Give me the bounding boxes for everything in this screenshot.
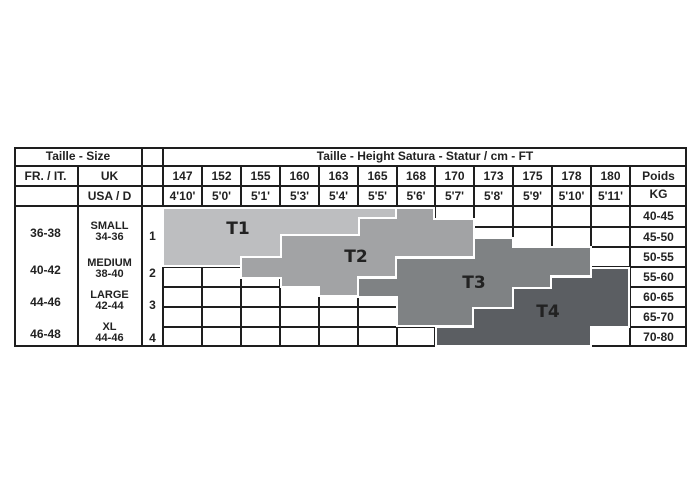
size-number: 1: [149, 228, 156, 243]
weight-unit-header: KG: [649, 186, 668, 201]
size-number: 4: [149, 330, 156, 345]
height-cm-label: 180: [600, 168, 621, 183]
weight-label: 60-65: [643, 289, 674, 304]
fr-it-size: 36-38: [30, 225, 61, 240]
size-title: Taille - Size: [45, 149, 111, 163]
height-ft-label: 5'11': [597, 188, 624, 203]
uk-size-range: 44-46: [95, 331, 124, 344]
height-cm-label: 175: [522, 168, 543, 183]
height-ft-label: 5'5': [367, 188, 388, 203]
zone-label-t2: T2: [344, 247, 367, 267]
height-cm-label: 168: [405, 168, 427, 183]
height-cm-label: 155: [250, 168, 271, 183]
header-line: [14, 205, 687, 207]
uk-size-range: 42-44: [95, 299, 124, 312]
height-cm-label: 173: [483, 168, 504, 183]
height-ft-label: 5'8': [483, 188, 504, 203]
weight-label: 45-50: [643, 229, 674, 244]
height-ft-label: 5'10': [558, 188, 585, 203]
size-number: 3: [149, 297, 156, 312]
height-ft-label: 5'4': [328, 188, 349, 203]
weight-label: 65-70: [643, 309, 674, 324]
height-cm-label: 152: [211, 168, 232, 183]
weight-label: 55-60: [643, 269, 674, 284]
height-ft-label: 5'0': [211, 188, 232, 203]
height-cm-label: 165: [367, 168, 388, 183]
zone-label-t1: T1: [226, 219, 249, 239]
fr-it-size: 44-46: [30, 294, 61, 309]
height-cm-label: 163: [328, 168, 349, 183]
height-cm-label: 170: [444, 168, 465, 183]
size-number: 2: [149, 265, 156, 280]
zone-label-t3: T3: [462, 273, 485, 293]
height-cm-label: 147: [172, 168, 193, 183]
uk-size-range: 34-36: [95, 230, 124, 243]
height-cm-label: 178: [561, 168, 582, 183]
height-ft-label: 5'7': [444, 188, 465, 203]
height-ft-label: 5'6': [406, 188, 426, 203]
usa-d-header: USA / D: [87, 188, 132, 203]
fr-it-size: 40-42: [30, 262, 61, 277]
height-ft-label: 5'9': [522, 188, 543, 203]
weight-header: Poids: [642, 168, 675, 183]
height-ft-label: 5'1': [250, 188, 271, 203]
height-ft-label: 4'10': [169, 188, 196, 203]
uk-size-range: 38-40: [95, 267, 124, 280]
column-line: [77, 165, 79, 347]
height-ft-label: 5'3': [289, 188, 310, 203]
weight-label: 50-55: [643, 249, 674, 264]
weight-label: 40-45: [643, 209, 674, 223]
uk-size-name: MEDIUM: [87, 256, 132, 269]
uk-header: UK: [100, 168, 119, 183]
height-title: Taille - Height Satura - Statur / cm - F…: [316, 149, 534, 163]
zone-t4: [435, 267, 630, 347]
fr-it-header: FR. / IT.: [24, 168, 67, 183]
fr-it-size: 46-48: [30, 326, 61, 341]
uk-size-name: SMALL: [90, 219, 129, 232]
column-line: [141, 147, 143, 347]
header-line: [14, 185, 687, 187]
uk-size-name: LARGE: [90, 288, 129, 301]
column-line: [629, 166, 631, 347]
header-line: [14, 165, 687, 167]
uk-size-name: XL: [102, 320, 117, 333]
weight-label: 70-80: [643, 329, 674, 344]
zone-label-t4: T4: [536, 302, 560, 322]
height-cm-label: 160: [289, 168, 310, 183]
